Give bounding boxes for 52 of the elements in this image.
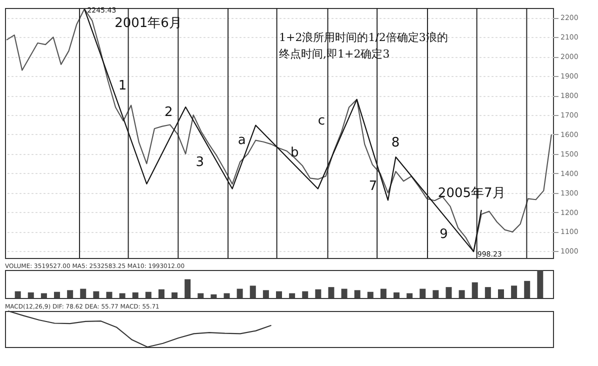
annotation: 1: [118, 78, 127, 94]
bar: [67, 290, 74, 298]
bar: [40, 293, 47, 298]
bar: [537, 270, 544, 298]
annotation: b: [290, 145, 299, 160]
bar: [420, 288, 426, 298]
annotation: c: [318, 114, 326, 128]
annotation: 8: [391, 136, 400, 150]
bar: [54, 292, 60, 298]
bar: [315, 289, 322, 298]
annotation: 2: [164, 104, 173, 120]
line-series: [84, 8, 482, 252]
bar: [236, 288, 243, 298]
bar: [524, 280, 530, 298]
bar: [106, 292, 112, 298]
bar: [224, 293, 230, 298]
bar: [28, 292, 34, 298]
bar: [458, 290, 465, 298]
bar: [119, 293, 126, 298]
bar: [132, 292, 138, 298]
bar: [511, 286, 518, 298]
bar: [262, 290, 269, 298]
bar: [446, 287, 452, 298]
bar: [93, 291, 100, 298]
annotation: 3: [196, 154, 204, 170]
bar: [80, 288, 86, 298]
annotation: 7: [368, 179, 378, 194]
bar: [406, 293, 413, 298]
bar: [250, 286, 256, 298]
line-series: [6, 8, 552, 252]
bar: [484, 287, 491, 298]
bar: [328, 287, 334, 298]
bar: [472, 282, 478, 298]
bar: [198, 293, 204, 298]
bar: [367, 292, 374, 298]
bar: [14, 291, 21, 298]
bar: [498, 289, 504, 298]
annotation: 9: [440, 227, 448, 242]
bar: [184, 279, 191, 298]
annotation: a: [238, 132, 246, 148]
bar: [380, 288, 386, 298]
bar: [210, 294, 217, 298]
bar: [276, 291, 282, 298]
bar: [302, 291, 308, 298]
bar: [354, 290, 360, 298]
bar: [394, 292, 400, 298]
bar: [341, 288, 348, 298]
bar: [145, 292, 152, 298]
bar: [172, 292, 178, 298]
bar: [432, 290, 439, 298]
bar: [289, 293, 296, 298]
bar: [158, 289, 164, 298]
